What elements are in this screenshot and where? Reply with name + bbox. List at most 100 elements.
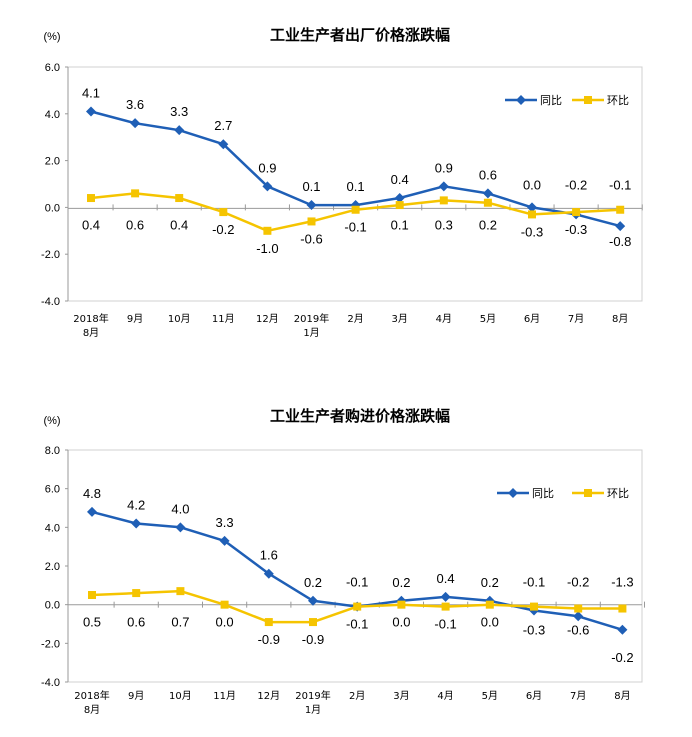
x-tick-label: 9月 — [127, 313, 143, 325]
data-label-mom: -0.9 — [258, 632, 280, 647]
point-marker-yoy — [219, 535, 230, 546]
point-marker-yoy — [438, 181, 449, 192]
x-tick-label: 2019年 — [294, 312, 329, 325]
x-tick-label: 5月 — [480, 313, 496, 325]
x-tick-label-line2: 8月 — [84, 704, 100, 716]
point-marker-mom — [175, 194, 184, 203]
y-tick-label: 6.0 — [45, 484, 60, 496]
x-tick-label: 6月 — [524, 313, 540, 325]
point-marker-mom — [395, 201, 404, 210]
x-tick-label-line2: 1月 — [303, 327, 319, 339]
data-label-mom: 0.1 — [391, 217, 409, 232]
point-marker-mom — [131, 189, 140, 198]
point-marker-yoy — [615, 221, 626, 232]
data-label-yoy: 4.1 — [82, 85, 100, 100]
point-marker-mom — [574, 604, 583, 613]
x-tick-label: 6月 — [526, 690, 542, 702]
x-tick-label: 4月 — [437, 690, 453, 702]
x-tick-label: 2018年 — [73, 312, 108, 325]
x-tick-label: 3月 — [392, 313, 408, 325]
point-marker-mom — [351, 205, 360, 214]
x-tick-label: 7月 — [570, 690, 586, 702]
chart-2-plot-area — [67, 449, 643, 683]
point-marker-yoy — [175, 522, 186, 533]
point-marker-yoy — [131, 518, 142, 529]
data-label-mom: -1.0 — [256, 241, 278, 256]
x-tick-label: 2月 — [349, 690, 365, 702]
point-marker-mom — [439, 196, 448, 205]
chart-1-unit: (%) — [43, 31, 60, 43]
point-marker-yoy — [394, 193, 405, 204]
point-marker-mom — [616, 205, 625, 214]
y-tick-label: -2.0 — [41, 249, 60, 261]
point-marker-mom — [483, 198, 492, 207]
x-tick-label: 2019年 — [295, 689, 330, 702]
point-marker-yoy — [573, 611, 584, 622]
x-tick-label: 5月 — [482, 690, 498, 702]
data-label-mom: 0.0 — [481, 615, 499, 630]
point-marker-mom — [528, 210, 536, 219]
data-label-mom: 0.2 — [479, 217, 497, 232]
x-tick-label: 3月 — [393, 690, 409, 702]
y-tick-label: 4.0 — [45, 522, 60, 534]
point-marker-yoy — [617, 624, 628, 635]
chart-2-unit: (%) — [43, 415, 60, 427]
chart-1-legend-yoy-label: 同比 — [540, 94, 562, 107]
data-label-yoy: 0.2 — [481, 575, 499, 590]
x-tick-label: 10月 — [169, 690, 192, 702]
point-marker-yoy — [262, 181, 273, 192]
y-tick-label: 0.0 — [45, 600, 60, 612]
data-label-mom: -0.6 — [300, 231, 322, 246]
data-label-mom: -0.1 — [434, 617, 456, 632]
x-tick-label: 11月 — [213, 690, 236, 702]
point-marker-yoy — [263, 568, 274, 579]
x-tick-label: 10月 — [168, 313, 191, 325]
x-tick-label: 7月 — [568, 313, 584, 325]
data-label-mom: -0.1 — [609, 177, 631, 192]
data-label-yoy: 4.0 — [171, 501, 189, 516]
data-label-mom: 0.4 — [82, 217, 100, 232]
x-tick-label-line2: 1月 — [305, 704, 321, 716]
point-marker-yoy — [308, 595, 318, 606]
point-marker-mom — [87, 194, 95, 203]
x-tick-label: 11月 — [212, 313, 235, 325]
data-label-yoy: -0.2 — [611, 650, 633, 665]
point-marker-yoy — [440, 591, 451, 602]
data-label-yoy: 0.0 — [523, 177, 541, 192]
point-marker-yoy — [130, 118, 141, 129]
point-marker-yoy — [482, 188, 493, 199]
x-tick-label: 12月 — [257, 690, 280, 702]
data-label-yoy: 0.1 — [347, 179, 365, 194]
data-label-yoy: 0.2 — [392, 575, 410, 590]
data-label-yoy: 3.3 — [170, 104, 188, 119]
y-tick-label: -4.0 — [41, 677, 60, 689]
y-tick-label: 4.0 — [45, 109, 60, 121]
data-label-yoy: 3.3 — [216, 515, 234, 530]
data-label-mom: -0.2 — [212, 222, 234, 237]
point-marker-yoy — [174, 125, 185, 136]
point-marker-mom — [485, 600, 494, 609]
data-label-yoy: -0.1 — [523, 575, 545, 590]
data-label-mom: -0.9 — [302, 632, 324, 647]
data-label-mom: 0.6 — [126, 217, 144, 232]
point-marker-yoy — [218, 139, 229, 150]
chart-2-legend-yoy-marker — [508, 488, 518, 498]
chart-1-series-layer: 6.0 4.0 2.0 0.0 -2.0 -4.0 2018年 8月 9月 10月 11月 12月 20… — [41, 62, 643, 339]
data-label-yoy: 0.4 — [391, 172, 409, 187]
data-label-yoy: -0.2 — [567, 575, 589, 590]
point-marker-mom — [88, 591, 96, 599]
x-tick-label: 12月 — [256, 313, 279, 325]
data-label-yoy: 0.4 — [437, 571, 455, 586]
y-tick-label: -2.0 — [41, 638, 60, 650]
chart-1-legend-mom-marker — [584, 96, 592, 104]
x-tick-label: 4月 — [436, 313, 452, 325]
point-marker-mom — [220, 600, 229, 609]
data-label-mom: 0.0 — [392, 615, 410, 630]
data-label-mom: -0.1 — [346, 617, 368, 632]
point-marker-yoy — [527, 202, 537, 213]
point-marker-mom — [176, 587, 185, 596]
data-label-mom: 0.6 — [127, 615, 145, 630]
chart-1-title: 工业生产者出厂价格涨跌幅 — [270, 26, 450, 44]
point-marker-mom — [309, 618, 317, 627]
